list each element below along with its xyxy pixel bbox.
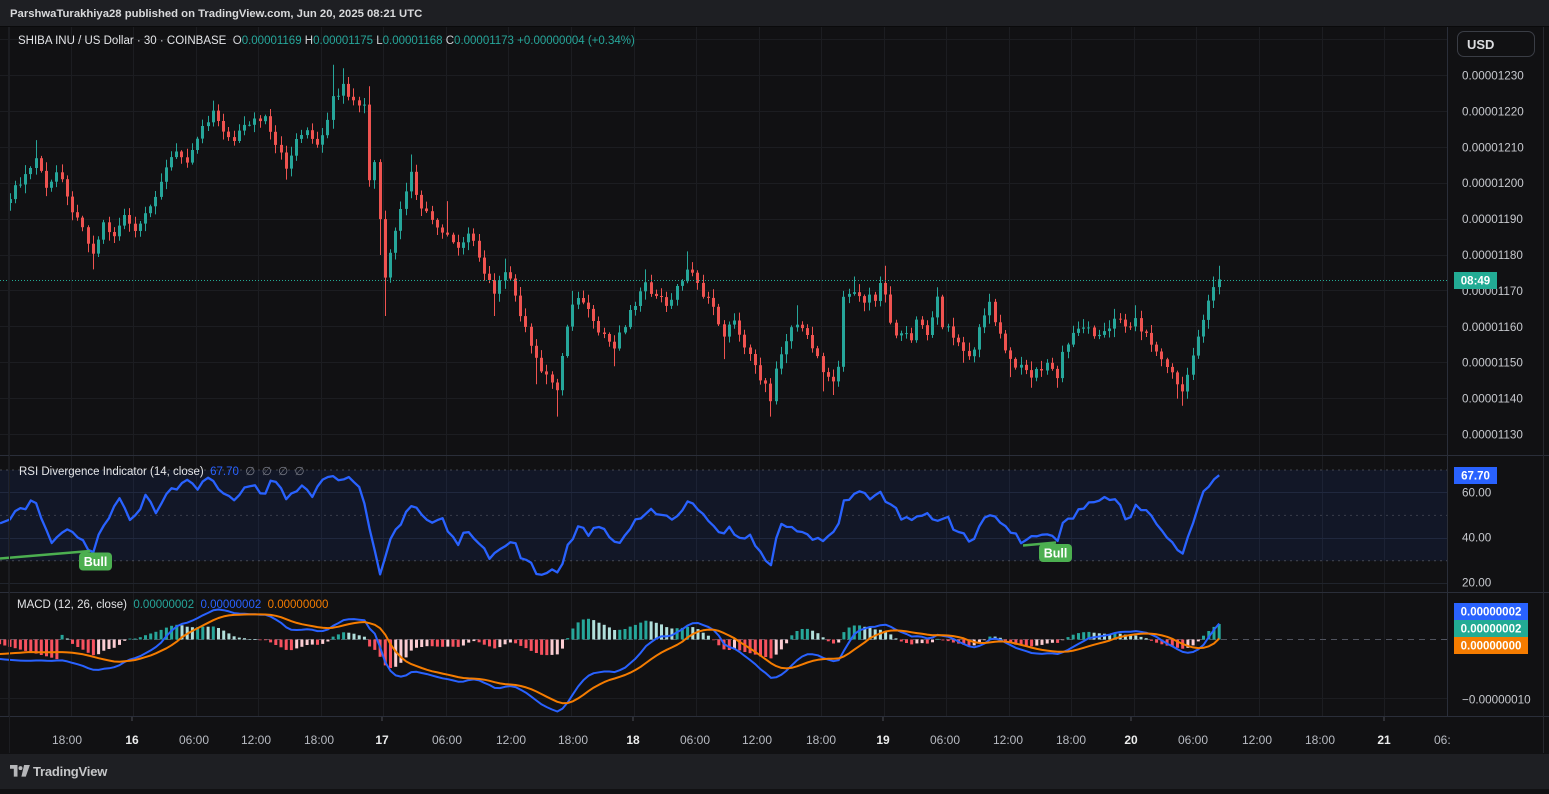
svg-text:12:00: 12:00 xyxy=(742,733,772,747)
svg-text:06:00: 06:00 xyxy=(680,733,710,747)
svg-text:18:00: 18:00 xyxy=(558,733,588,747)
svg-text:12:00: 12:00 xyxy=(1242,733,1272,747)
svg-text:0.00001220: 0.00001220 xyxy=(1462,105,1524,118)
svg-text:20.00: 20.00 xyxy=(1462,577,1492,590)
svg-text:06:00: 06:00 xyxy=(1178,733,1208,747)
svg-text:0.00000000: 0.00000000 xyxy=(1461,641,1522,653)
svg-text:18:00: 18:00 xyxy=(1056,733,1086,747)
svg-text:06:00: 06:00 xyxy=(1434,733,1464,747)
svg-text:06:00: 06:00 xyxy=(930,733,960,747)
svg-text:06:00: 06:00 xyxy=(432,733,462,747)
svg-text:0.00001130: 0.00001130 xyxy=(1462,429,1523,442)
svg-text:06:00: 06:00 xyxy=(179,733,209,747)
svg-text:0.00001200: 0.00001200 xyxy=(1462,177,1524,190)
svg-text:0.00001190: 0.00001190 xyxy=(1462,213,1523,226)
svg-text:0.00001150: 0.00001150 xyxy=(1462,357,1523,370)
svg-text:67.70: 67.70 xyxy=(1461,471,1490,483)
svg-text:20: 20 xyxy=(1124,733,1138,747)
svg-text:0.00000002: 0.00000002 xyxy=(1461,607,1522,619)
svg-text:18:00: 18:00 xyxy=(52,733,82,747)
svg-text:0.00001230: 0.00001230 xyxy=(1462,70,1524,83)
svg-text:0.00001160: 0.00001160 xyxy=(1462,321,1523,334)
svg-text:16: 16 xyxy=(125,733,139,747)
svg-text:0.00001180: 0.00001180 xyxy=(1462,249,1523,262)
svg-text:Bull: Bull xyxy=(1044,547,1068,561)
svg-text:60.00: 60.00 xyxy=(1462,487,1492,500)
svg-text:18:00: 18:00 xyxy=(806,733,836,747)
svg-text:0.00001140: 0.00001140 xyxy=(1462,393,1523,406)
svg-text:17: 17 xyxy=(375,733,389,747)
svg-text:19: 19 xyxy=(876,733,890,747)
svg-text:12:00: 12:00 xyxy=(241,733,271,747)
svg-text:0.00000002: 0.00000002 xyxy=(1461,624,1522,636)
svg-text:Bull: Bull xyxy=(84,555,108,569)
svg-text:08:49: 08:49 xyxy=(1461,276,1490,288)
svg-text:12:00: 12:00 xyxy=(496,733,526,747)
svg-text:0.00001210: 0.00001210 xyxy=(1462,141,1524,154)
svg-text:12:00: 12:00 xyxy=(993,733,1023,747)
svg-text:18:00: 18:00 xyxy=(304,733,334,747)
svg-text:−0.00000010: −0.00000010 xyxy=(1462,694,1531,707)
svg-text:40.00: 40.00 xyxy=(1462,532,1492,545)
svg-text:18: 18 xyxy=(626,733,640,747)
svg-text:21: 21 xyxy=(1377,733,1391,747)
svg-text:18:00: 18:00 xyxy=(1305,733,1335,747)
